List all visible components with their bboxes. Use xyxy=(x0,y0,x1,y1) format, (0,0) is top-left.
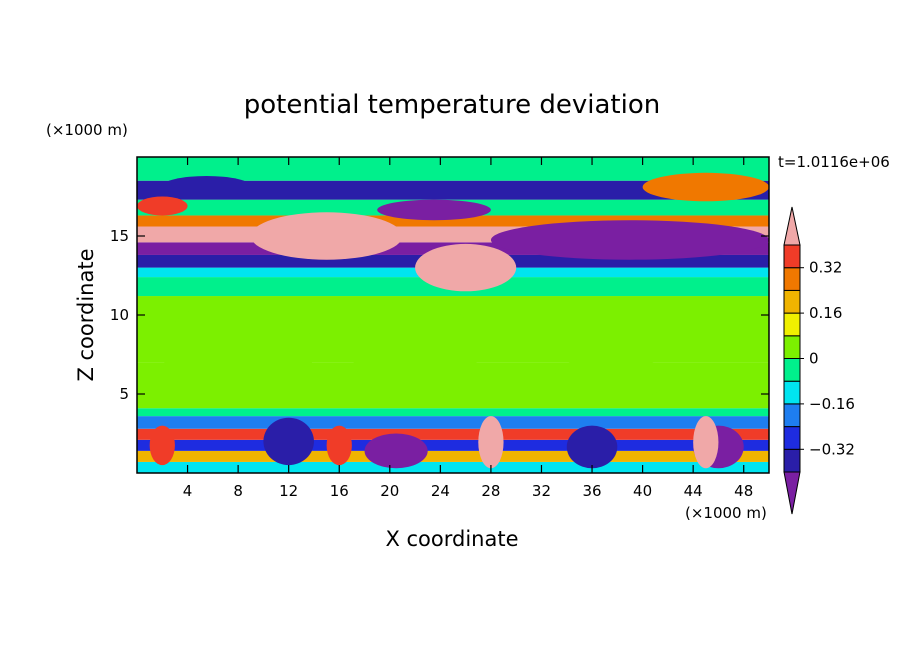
y-axis: 5 10 15 xyxy=(110,227,769,403)
x-tick-label: 40 xyxy=(633,482,652,500)
y-tick-label: 15 xyxy=(110,227,129,245)
y-tick-label: 5 xyxy=(119,385,129,403)
colorbar-max-triangle xyxy=(783,206,801,246)
colorbar-swatch xyxy=(783,448,801,473)
field-feature xyxy=(478,416,504,469)
x-axis-label: X coordinate xyxy=(385,527,518,551)
field-feature xyxy=(326,425,352,466)
colorbar-swatch xyxy=(783,403,801,428)
field-feature xyxy=(490,220,769,260)
x-tick-label: 12 xyxy=(279,482,298,500)
x-tick-label: 48 xyxy=(734,482,753,500)
field-feature xyxy=(554,354,668,402)
x-tick-label: 8 xyxy=(233,482,243,500)
field-band xyxy=(137,416,769,429)
colorbar-min-triangle xyxy=(783,471,801,515)
colorbar-swatch xyxy=(783,244,801,269)
colorbar-label: −0.16 xyxy=(809,395,855,413)
field-feature xyxy=(250,212,403,260)
field-band xyxy=(137,180,769,200)
field-feature xyxy=(162,299,314,402)
x-tick-label: 16 xyxy=(330,482,349,500)
x-unit-label: (×1000 m) xyxy=(685,504,767,522)
colorbar-label: 0 xyxy=(809,350,819,368)
field-band xyxy=(137,408,769,417)
field-feature xyxy=(263,417,314,466)
field-feature xyxy=(693,416,719,469)
y-unit-label: (×1000 m) xyxy=(46,121,128,139)
field-feature xyxy=(137,196,188,216)
field-feature xyxy=(149,425,175,466)
colorbar-swatch xyxy=(783,358,801,382)
field-band xyxy=(137,428,769,440)
field-feature xyxy=(364,433,428,469)
x-tick-label: 24 xyxy=(431,482,450,500)
heatmap-field xyxy=(137,157,769,473)
time-label: t=1.0116e+06 xyxy=(778,153,890,171)
x-tick-label: 20 xyxy=(380,482,399,500)
x-tick-label: 28 xyxy=(481,482,500,500)
x-axis: 4 8 12 16 20 24 28 32 36 40 44 48 xyxy=(183,157,753,500)
field-band xyxy=(137,439,769,451)
colorbar-label: 0.32 xyxy=(809,259,842,277)
field-feature xyxy=(351,299,479,402)
field-band xyxy=(137,157,769,181)
colorbar: 0.32 0.16 0 −0.16 −0.32 xyxy=(783,206,855,515)
field-feature xyxy=(377,199,491,221)
field-band xyxy=(137,215,769,227)
colorbar-label: −0.32 xyxy=(809,440,855,458)
colorbar-label: 0.16 xyxy=(809,304,842,322)
colorbar-swatch xyxy=(783,289,801,314)
y-tick-label: 10 xyxy=(110,306,129,324)
field-feature xyxy=(162,175,251,197)
field-feature xyxy=(566,425,618,469)
field-feature xyxy=(642,172,769,202)
field-feature xyxy=(415,243,517,292)
colorbar-swatch xyxy=(783,426,801,450)
x-tick-label: 4 xyxy=(183,482,193,500)
chart-title: potential temperature deviation xyxy=(244,90,660,120)
x-tick-label: 44 xyxy=(684,482,703,500)
colorbar-swatch xyxy=(783,380,801,405)
x-tick-label: 36 xyxy=(582,482,601,500)
colorbar-swatch xyxy=(783,267,801,291)
colorbar-swatch xyxy=(783,335,801,359)
field-band xyxy=(137,450,769,462)
y-axis-label: Z coordinate xyxy=(74,248,98,381)
x-tick-label: 32 xyxy=(532,482,551,500)
field-band xyxy=(137,461,769,473)
colorbar-swatch xyxy=(783,312,801,337)
